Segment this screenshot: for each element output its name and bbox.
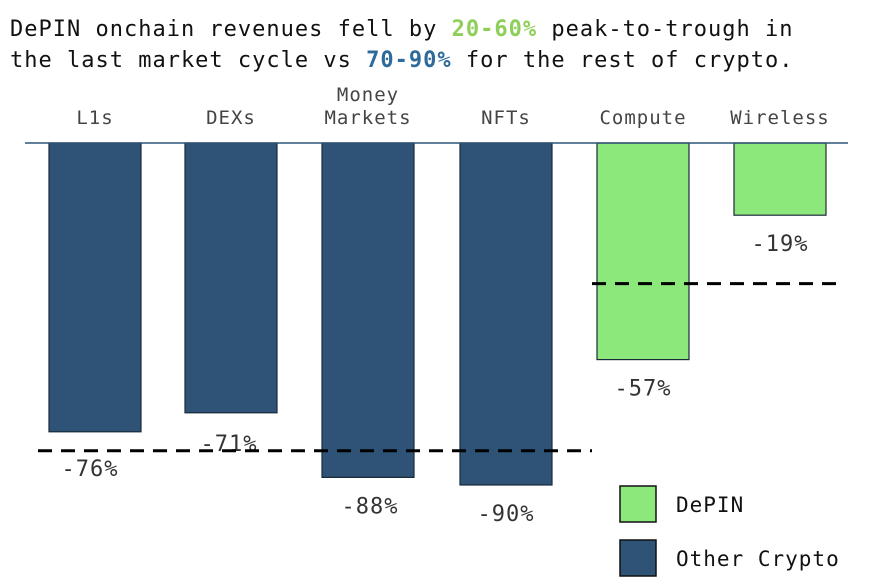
- title-line2-pre: the last market cycle vs: [10, 48, 367, 73]
- bar-wireless: [733, 142, 827, 216]
- bar-nfts: [459, 142, 553, 486]
- chart-title: DePIN onchain revenues fell by 20-60% pe…: [10, 14, 870, 76]
- bar-money-markets: [321, 142, 415, 478]
- legend-label-other-crypto: Other Crypto: [676, 547, 840, 571]
- bar-compute: [596, 142, 690, 361]
- title-depin-range: 20-60%: [451, 17, 538, 42]
- value-label: -88%: [342, 494, 399, 519]
- category-label: Markets: [324, 107, 411, 129]
- value-label: -71%: [201, 432, 258, 457]
- title-line2-post: for the rest of crypto.: [451, 48, 794, 73]
- title-crypto-range: 70-90%: [366, 48, 452, 73]
- title-line1-pre: DePIN onchain revenues fell by: [10, 17, 452, 42]
- category-label: L1s: [76, 107, 113, 129]
- category-label: Compute: [599, 107, 686, 129]
- legend-swatch-other-crypto: [619, 539, 657, 577]
- category-label: NFTs: [481, 107, 531, 129]
- value-label: -90%: [478, 502, 535, 527]
- title-line1-post: peak-to-trough in: [537, 17, 794, 42]
- legend-label-depin: DePIN: [676, 493, 744, 517]
- legend-swatch-depin: [619, 485, 657, 523]
- category-label: Wireless: [730, 107, 830, 129]
- value-label: -19%: [752, 232, 809, 257]
- bar-dexs: [184, 142, 278, 414]
- category-label: DEXs: [206, 107, 256, 129]
- value-label: -76%: [62, 457, 119, 482]
- bar-l1s: [48, 142, 142, 433]
- value-label: -57%: [615, 377, 672, 402]
- category-label: Money: [337, 84, 399, 106]
